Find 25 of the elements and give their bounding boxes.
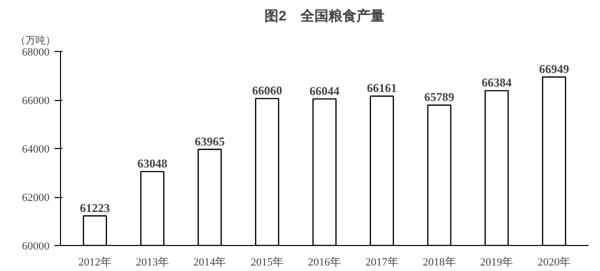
data-label: 61223 [80, 200, 110, 215]
x-tick-label: 2015年 [250, 256, 284, 268]
y-tick-label: 60000 [22, 240, 50, 252]
x-tick-label: 2018年 [422, 256, 456, 268]
x-tick-label: 2013年 [136, 256, 169, 268]
x-tick-label: 2016年 [308, 256, 341, 268]
x-tick-label: 2020年 [538, 256, 571, 268]
data-label: 66384 [482, 76, 512, 90]
x-tick-label: 2014年 [193, 256, 226, 268]
y-tick-label: 68000 [22, 46, 50, 58]
data-label: 66060 [252, 84, 282, 98]
data-label: 65789 [424, 90, 454, 104]
data-label: 66044 [310, 84, 340, 98]
data-label: 66949 [539, 62, 570, 76]
y-axis-title: （万吨） [16, 34, 56, 46]
y-tick-label: 62000 [22, 192, 50, 204]
data-label: 63048 [137, 156, 168, 171]
x-tick-label: 2012年 [78, 256, 112, 268]
data-label: 63965 [194, 134, 225, 148]
x-tick-label: 2019年 [480, 256, 514, 268]
x-tick-label: 2017年 [365, 256, 398, 268]
data-label: 66161 [366, 81, 397, 96]
y-tick-label: 66000 [22, 95, 50, 107]
y-tick-label: 64000 [22, 144, 50, 156]
chart-title: 图2 全国粮食产量 [264, 8, 384, 24]
